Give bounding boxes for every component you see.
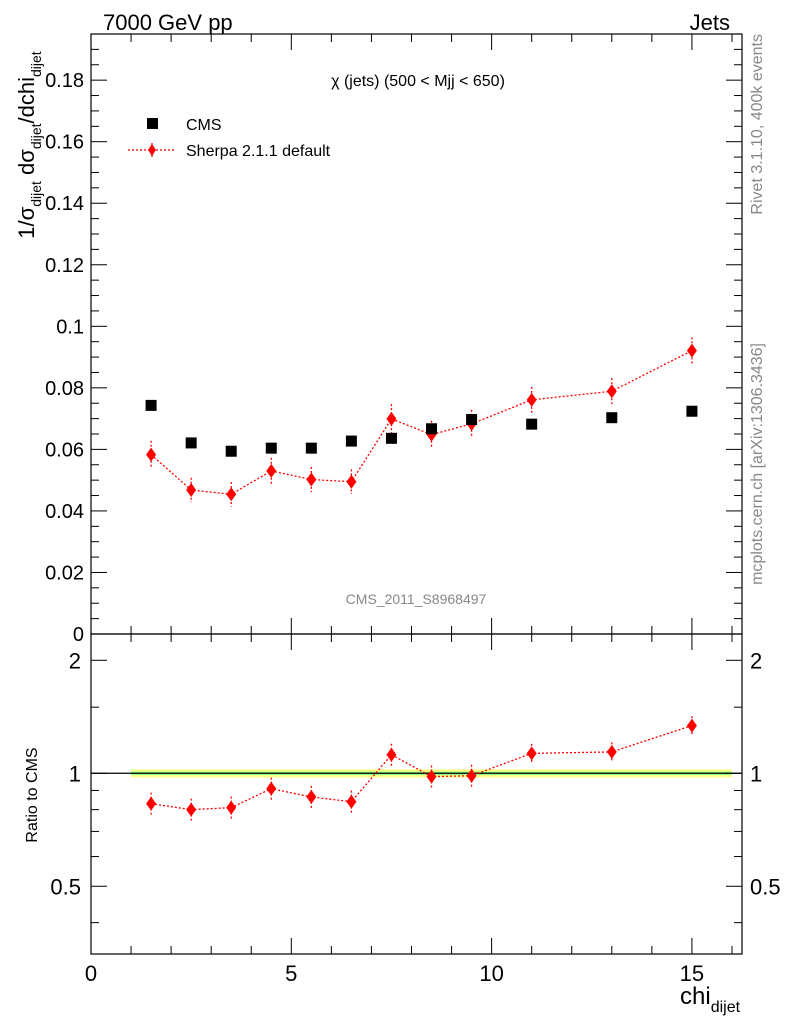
- cms-point: [385, 432, 397, 444]
- sherpa-point: [146, 447, 157, 462]
- xtick-label: 5: [285, 961, 297, 986]
- legend-marker-sherpa: [148, 144, 156, 156]
- ratio-point: [266, 781, 277, 796]
- xtick-label: 15: [680, 961, 704, 986]
- ratio-point: [186, 802, 197, 817]
- main-ytick-label: 0: [73, 624, 84, 646]
- ratio-point: [466, 768, 477, 783]
- ratio-point: [226, 800, 237, 815]
- main-ytick-label: 0.14: [45, 193, 84, 215]
- cms-point: [145, 399, 157, 411]
- rivet-label: Rivet 3.1.10, 400k events: [749, 34, 766, 215]
- ratio-point: [386, 747, 397, 762]
- cms-point: [466, 414, 478, 426]
- legend-label-sherpa: Sherpa 2.1.1 default: [186, 143, 331, 160]
- ratio-point: [306, 789, 317, 804]
- cms-point: [305, 442, 317, 454]
- sherpa-point: [226, 487, 237, 502]
- sherpa-point: [686, 343, 697, 358]
- ratio-ytick-label: 1: [69, 761, 81, 786]
- plot-title: χ (jets) (500 < Mjj < 650): [331, 73, 505, 90]
- legend-marker-cms: [147, 118, 158, 129]
- main-ytick-label: 0.02: [45, 562, 84, 584]
- ratio-ytick-label-right: 0.5: [750, 874, 781, 899]
- sherpa-point: [186, 483, 197, 497]
- xtick-label: 10: [479, 961, 503, 986]
- ratio-ytick-label-right: 2: [750, 648, 762, 673]
- cms-point: [185, 437, 197, 449]
- cms-point: [265, 442, 277, 454]
- sherpa-point: [526, 392, 537, 407]
- main-ytick-label: 0.12: [45, 255, 84, 277]
- ratio-point: [526, 746, 537, 761]
- ratio-ytick-label-right: 1: [750, 761, 762, 786]
- legend-label-cms: CMS: [186, 117, 222, 134]
- main-ytick-label: 0.18: [45, 70, 84, 92]
- sherpa-point: [606, 384, 617, 399]
- xtick-label: 0: [85, 961, 97, 986]
- cms-point: [526, 418, 538, 430]
- ratio-ytick-label: 0.5: [50, 874, 81, 899]
- ratio-ylabel: Ratio to CMS: [24, 747, 41, 842]
- ratio-point: [146, 796, 157, 811]
- cms-point: [686, 405, 698, 417]
- cms-point: [606, 412, 618, 424]
- ratio-point: [426, 769, 437, 784]
- main-ytick-label: 0.08: [45, 378, 84, 400]
- ratio-plot-frame: [90, 633, 743, 955]
- analysis-watermark: CMS_2011_S8968497: [346, 591, 487, 607]
- header-left: 7000 GeV pp: [103, 10, 233, 35]
- sherpa-point: [266, 463, 277, 478]
- sherpa-point: [346, 474, 357, 489]
- x-axis-label: chidijet: [680, 983, 741, 1016]
- legend: CMS Sherpa 2.1.1 default: [128, 117, 331, 160]
- ratio-ytick-label: 2: [69, 648, 81, 673]
- sherpa-point: [306, 472, 317, 487]
- ratio-point: [686, 718, 697, 733]
- mcplots-label: mcplots.cern.ch [arXiv:1306.3436]: [749, 343, 766, 585]
- main-ytick-label: 0.1: [56, 316, 84, 338]
- main-ylabel: 1/σdijet dσdijet/dchidijet: [14, 51, 44, 239]
- header-right: Jets: [690, 10, 730, 35]
- ratio-point: [346, 794, 357, 809]
- main-ytick-label: 0.04: [45, 501, 84, 523]
- ratio-point: [606, 744, 617, 759]
- main-ytick-label: 0.16: [45, 132, 84, 154]
- cms-point: [345, 435, 357, 447]
- cms-point: [426, 423, 438, 435]
- cms-point: [225, 445, 237, 457]
- sherpa-point: [386, 411, 397, 426]
- main-ytick-label: 0.06: [45, 439, 84, 461]
- ratio-line: [150, 724, 693, 811]
